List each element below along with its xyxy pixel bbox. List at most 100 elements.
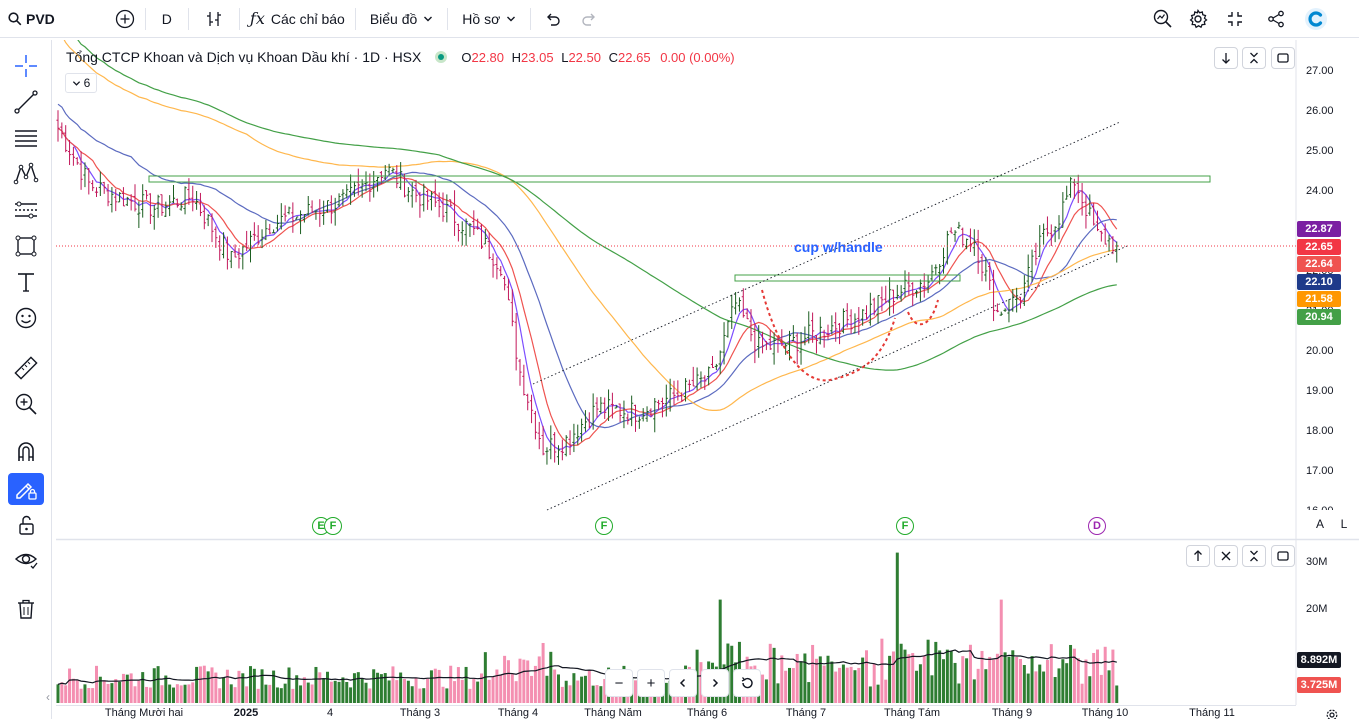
volume-bar xyxy=(91,688,95,703)
fib-tool[interactable] xyxy=(8,122,44,154)
pattern-tool[interactable] xyxy=(8,158,44,190)
chart-type-dropdown[interactable]: Biểu đồ xyxy=(356,0,447,38)
drawing-toolbar xyxy=(0,40,52,719)
undo-button[interactable] xyxy=(531,0,573,38)
time-axis-label: Tháng 7 xyxy=(785,707,827,719)
volume-close-button[interactable] xyxy=(1214,545,1238,567)
symbol-title[interactable]: Tổng CTCP Khoan và Dịch vụ Khoan Dầu khí… xyxy=(66,49,422,65)
price-bar xyxy=(741,288,745,318)
price-bar xyxy=(772,332,776,365)
price-bar xyxy=(329,195,333,224)
settings-button[interactable] xyxy=(1180,0,1216,38)
crosshair-tool[interactable] xyxy=(8,50,44,82)
price-bar xyxy=(830,315,834,335)
volume-bar xyxy=(260,669,264,703)
volume-collapse-button[interactable] xyxy=(1242,545,1266,567)
price-bar xyxy=(302,214,306,223)
compare-button[interactable] xyxy=(105,0,145,38)
volume-bar xyxy=(106,683,110,703)
zoom-out-button[interactable]: − xyxy=(605,669,633,697)
timezone-settings-icon[interactable] xyxy=(1326,708,1338,719)
volume-bar xyxy=(310,684,314,703)
price-bar xyxy=(452,190,457,236)
price-bar xyxy=(476,218,480,230)
price-bar xyxy=(460,221,464,246)
pane-move-down-button[interactable] xyxy=(1214,47,1238,69)
scroll-right-button[interactable] xyxy=(701,669,729,697)
zoom-tool[interactable] xyxy=(8,388,44,420)
price-bar xyxy=(464,218,468,246)
price-bar xyxy=(918,279,922,302)
volume-bar xyxy=(791,668,795,703)
chart-canvas[interactable] xyxy=(0,40,1359,719)
volume-bar xyxy=(487,679,491,703)
pane-maximize-button[interactable] xyxy=(1271,47,1295,69)
indicators-button[interactable]: ƒx Các chỉ báo xyxy=(240,0,355,38)
layout-dropdown[interactable]: Hồ sơ xyxy=(448,0,530,38)
volume-bar xyxy=(299,685,303,703)
trendline-tool[interactable] xyxy=(8,86,44,118)
pattern-annotation[interactable]: cup w/handle xyxy=(794,239,883,255)
redo-button[interactable] xyxy=(573,0,607,38)
event-marker[interactable]: D xyxy=(1088,517,1106,535)
volume-bar xyxy=(341,677,345,703)
volume-bar xyxy=(576,680,580,703)
volume-maximize-button[interactable] xyxy=(1271,545,1295,567)
volume-bar xyxy=(503,655,507,703)
price-tag: 22.87 xyxy=(1297,221,1341,237)
volume-bar xyxy=(472,679,476,703)
divider xyxy=(354,7,356,30)
volume-bar xyxy=(233,687,237,703)
volume-bar xyxy=(888,655,892,703)
volume-bar xyxy=(314,666,318,703)
drawings[interactable] xyxy=(56,121,1296,511)
volume-bar xyxy=(1076,658,1080,703)
volume-bar xyxy=(849,666,853,703)
forecast-tool[interactable] xyxy=(8,194,44,226)
scroll-left-button[interactable] xyxy=(669,669,697,697)
volume-bar xyxy=(229,684,233,703)
chevron-down-icon xyxy=(72,80,80,86)
share-button[interactable] xyxy=(1254,0,1298,38)
hide-drawings-tool[interactable] xyxy=(8,543,44,575)
price-bar xyxy=(187,178,191,205)
ohlc-values: O22.80 H23.05 L22.50 C22.65 0.00 (0.00%) xyxy=(461,50,734,65)
volume-bar xyxy=(1030,656,1034,703)
remove-drawings-tool[interactable] xyxy=(8,593,44,625)
zoom-in-button[interactable]: + xyxy=(637,669,665,697)
quick-search-button[interactable] xyxy=(1146,0,1180,38)
price-bar xyxy=(653,397,657,433)
fullscreen-button[interactable] xyxy=(1216,0,1254,38)
pane-collapse-button[interactable] xyxy=(1242,47,1266,69)
magnet-tool[interactable] xyxy=(8,436,44,468)
lock-drawings-tool[interactable] xyxy=(8,509,44,541)
symbol-search[interactable]: PVD xyxy=(0,0,65,38)
chart-style-button[interactable] xyxy=(189,0,239,38)
text-tool[interactable] xyxy=(8,266,44,298)
scroll-left-handle[interactable]: ‹ xyxy=(46,690,50,704)
volume-bar xyxy=(1061,659,1065,703)
icon-tool[interactable] xyxy=(8,302,44,334)
price-bar xyxy=(1034,242,1038,266)
measure-tool[interactable] xyxy=(8,352,44,384)
reset-chart-button[interactable] xyxy=(733,669,761,697)
price-bar xyxy=(841,308,845,334)
shape-tool[interactable] xyxy=(8,230,44,262)
log-scale-button[interactable]: L xyxy=(1340,517,1348,531)
volume-bar xyxy=(961,656,965,703)
price-bar xyxy=(837,323,842,345)
stay-in-drawing-mode-tool[interactable] xyxy=(8,473,44,505)
volume-bar xyxy=(198,666,202,703)
price-bar xyxy=(630,395,634,427)
volume-move-up-button[interactable] xyxy=(1186,545,1210,567)
brand-logo[interactable] xyxy=(1298,0,1334,38)
price-bar xyxy=(114,188,118,212)
event-marker[interactable]: F xyxy=(896,517,914,535)
auto-scale-button[interactable]: A xyxy=(1315,517,1324,531)
indicators-toggle[interactable]: 6 xyxy=(65,73,97,93)
event-marker[interactable]: F xyxy=(595,517,613,535)
event-marker[interactable]: F xyxy=(324,517,342,535)
interval-button[interactable]: D xyxy=(146,0,188,38)
collapse-vertical-icon xyxy=(1250,550,1258,562)
volume-bar xyxy=(876,684,880,703)
